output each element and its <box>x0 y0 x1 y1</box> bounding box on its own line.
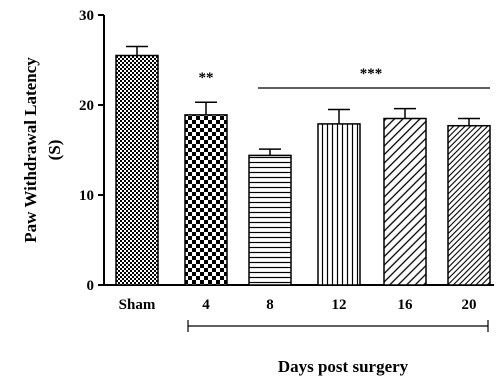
x-tick-label: 8 <box>266 297 274 313</box>
y-tick-label: 10 <box>79 188 94 204</box>
y-axis-title-line2: (S) <box>45 140 64 161</box>
x-tick-label: 16 <box>398 297 414 313</box>
bar-20 <box>447 124 491 286</box>
bar-Sham <box>115 54 159 286</box>
bar-16 <box>383 117 427 286</box>
x-axis-bracket <box>187 320 489 332</box>
bar-12 <box>317 123 361 286</box>
bar-4 <box>184 114 228 286</box>
x-tick-label: Sham <box>119 297 156 313</box>
y-tick-label: 20 <box>79 98 94 114</box>
y-ticks: 0 10 20 30 <box>79 8 104 294</box>
y-axis-title-line1: Paw Withdrawal Latency <box>21 57 40 243</box>
x-axis-title: Days post surgery <box>278 357 409 376</box>
x-tick-labels: Sham 4 8 12 16 20 <box>119 297 477 313</box>
bar-8 <box>248 154 292 286</box>
x-tick-label: 4 <box>202 297 210 313</box>
x-tick-label: 20 <box>462 297 477 313</box>
y-tick-label: 0 <box>87 278 95 294</box>
y-tick-label: 30 <box>79 8 94 24</box>
significance-bracket-label: *** <box>360 66 383 82</box>
significance-annotations: ** *** <box>199 66 490 89</box>
significance-marker: ** <box>199 70 214 86</box>
x-tick-label: 12 <box>332 297 347 313</box>
bars-group <box>115 45 491 286</box>
